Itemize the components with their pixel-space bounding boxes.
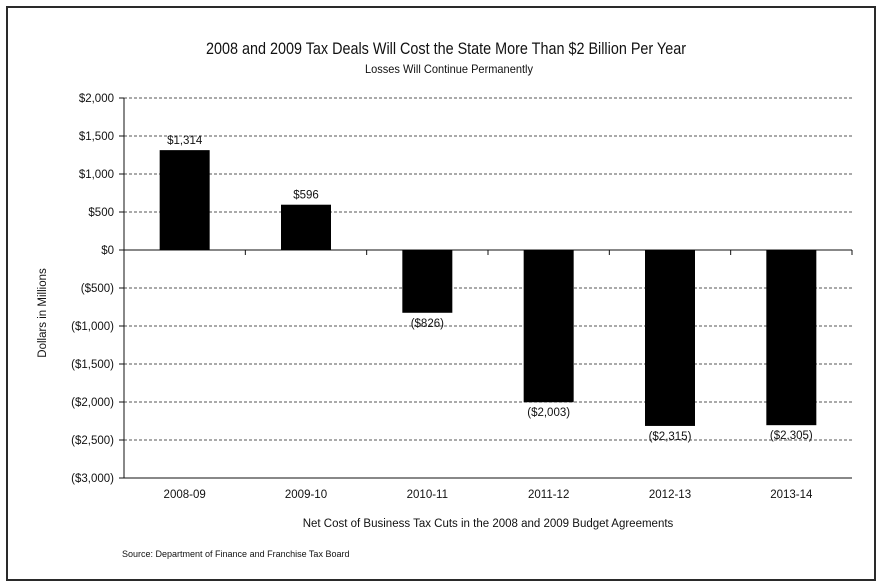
bar	[159, 150, 210, 250]
y-tick-label: $2,000	[79, 93, 114, 105]
data-labels: $1,314 $596 ($826) ($2,003) ($2,315) ($2,305)	[167, 135, 813, 443]
y-tick-label: ($1,000)	[71, 321, 114, 333]
y-tick-label: $1,000	[79, 169, 114, 181]
y-tick-label: $500	[88, 207, 114, 219]
chart-subtitle: Losses Will Continue Permanently	[365, 62, 533, 76]
y-tick-label: $1,500	[79, 131, 114, 143]
y-axis-title: Dollars in Millions	[37, 268, 49, 358]
bar	[523, 250, 574, 403]
bar	[766, 250, 817, 426]
x-tick-label: 2009-10	[285, 489, 327, 501]
source-note: Source: Department of Finance and Franch…	[122, 549, 349, 559]
x-tick-label: 2008-09	[164, 489, 206, 501]
data-label: $1,314	[167, 135, 203, 147]
data-label: ($826)	[411, 318, 444, 330]
x-tick-label: 2012-13	[649, 489, 691, 501]
x-tick-label: 2011-12	[528, 489, 569, 501]
data-label: ($2,003)	[527, 407, 570, 419]
data-label: $596	[293, 190, 319, 202]
y-tick-label: ($2,500)	[71, 435, 114, 447]
data-label: ($2,315)	[649, 431, 692, 443]
data-label: ($2,305)	[770, 430, 813, 442]
x-axis-title: Net Cost of Business Tax Cuts in the 200…	[303, 518, 674, 530]
gridlines	[124, 97, 852, 479]
y-tick-label: ($2,000)	[71, 397, 114, 409]
y-tick-label: ($500)	[81, 283, 114, 295]
bar	[645, 250, 695, 426]
x-tick-label: 2010-11	[407, 489, 448, 501]
bar	[402, 250, 453, 313]
y-tick-label: ($1,500)	[71, 359, 114, 371]
y-tick-label: ($3,000)	[71, 473, 114, 485]
bars	[159, 150, 817, 426]
x-tick-label: 2013-14	[770, 489, 813, 501]
chart-title: 2008 and 2009 Tax Deals Will Cost the St…	[206, 39, 686, 58]
y-tick-label: $0	[101, 245, 114, 257]
axes: $2,000 $1,500 $1,000 $500 $0 ($500) ($1,000) ($…	[71, 93, 853, 501]
bar	[281, 204, 331, 250]
